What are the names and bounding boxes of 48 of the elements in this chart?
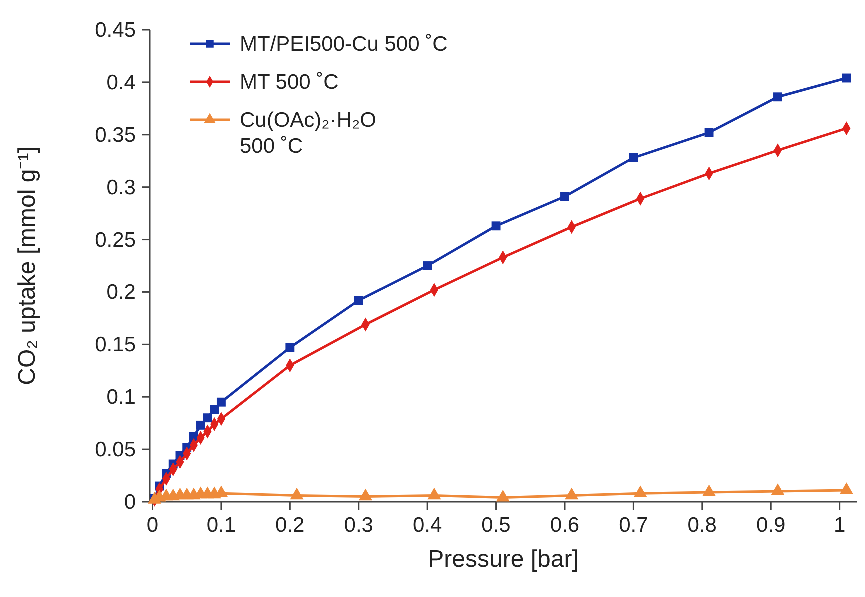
y-tick-label: 0.35 (95, 124, 136, 147)
x-tick-label: 0.2 (276, 514, 305, 537)
x-tick-label: 0.3 (344, 514, 374, 537)
point (496, 490, 510, 502)
point (560, 192, 570, 202)
y-axis-title: CO₂ uptake [mmol g⁻¹] (14, 146, 41, 386)
x-tick-label: 0.1 (206, 514, 236, 537)
y-tick-label: 0.25 (95, 228, 136, 252)
point (354, 296, 364, 306)
point (492, 222, 501, 231)
point (840, 482, 854, 494)
point (629, 153, 638, 162)
point (702, 484, 716, 496)
legend-label: Cu(OAc)₂·H₂O 500 ˚C (240, 109, 376, 158)
point (210, 405, 220, 414)
x-tick-label: 0.6 (550, 514, 580, 537)
x-tick-label: 0.9 (756, 514, 786, 537)
legend-label: MT 500 ˚C (240, 71, 339, 94)
x-tick-label: 0.7 (619, 514, 648, 537)
point (428, 488, 442, 500)
point (771, 484, 785, 496)
x-axis-title: Pressure [bar] (428, 546, 579, 573)
point (842, 74, 852, 83)
y-tick-label: 0.05 (95, 438, 136, 462)
point (290, 488, 304, 500)
point (565, 488, 579, 500)
y-tick-label: 0.4 (106, 71, 136, 94)
x-tick-label: 1 (834, 514, 846, 537)
y-tick-label: 0.2 (106, 281, 136, 304)
point (286, 343, 295, 352)
point (358, 488, 373, 501)
y-tick-label: 0.15 (95, 334, 136, 357)
point (423, 262, 432, 270)
y-tick-label: 0.45 (95, 19, 136, 42)
y-tick-label: 0.1 (106, 386, 136, 410)
point (634, 486, 648, 498)
x-tick-label: 0 (146, 514, 159, 537)
x-tick-label: 0.8 (688, 514, 718, 537)
point (203, 414, 212, 423)
y-tick-label: 0 (124, 491, 136, 514)
point (216, 398, 226, 407)
y-tick-label: 0.3 (106, 176, 136, 200)
point (704, 128, 714, 138)
x-tick-label: 0.5 (482, 514, 511, 537)
point (196, 420, 206, 430)
x-tick-label: 0.4 (412, 514, 442, 537)
legend-label: MT/PEI500-Cu 500 ˚C (240, 33, 448, 56)
point (774, 92, 782, 102)
